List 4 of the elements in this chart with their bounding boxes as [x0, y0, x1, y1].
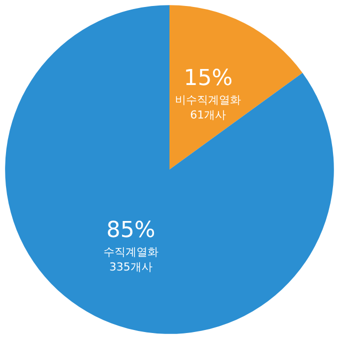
slice-label: 비수직계열화 61개사	[175, 94, 242, 122]
data-label: 15%	[184, 66, 233, 92]
data-label: 85%	[106, 218, 156, 243]
slice-label: 수직계열화 335개사	[103, 245, 158, 274]
